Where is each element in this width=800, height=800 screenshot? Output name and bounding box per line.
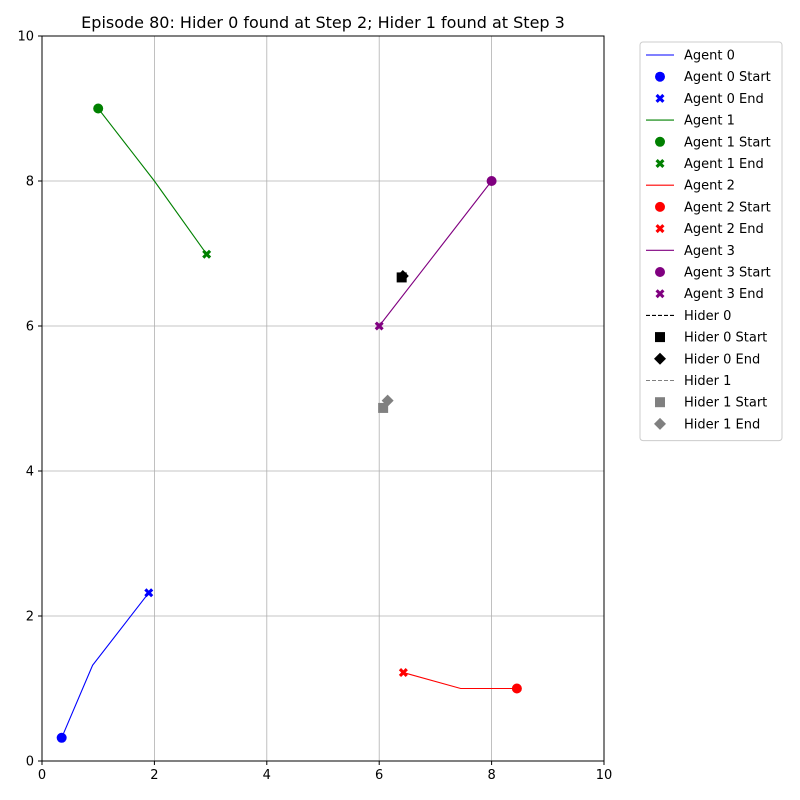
- y-tick-label: 0: [26, 755, 34, 770]
- legend-marker-handle: [655, 289, 665, 299]
- legend-marker-handle: [655, 332, 665, 343]
- legend-label: Agent 0: [684, 49, 735, 64]
- end-marker: [398, 668, 408, 678]
- legend-label: Hider 1: [684, 374, 731, 389]
- legend-label: Agent 1: [684, 114, 735, 129]
- y-tick-label: 10: [17, 30, 34, 45]
- legend-label: Agent 2 Start: [684, 200, 771, 215]
- x-tick-label: 4: [263, 768, 271, 783]
- legend-label: Hider 1 Start: [684, 396, 767, 411]
- series-line: [403, 672, 517, 690]
- end-marker: [396, 269, 409, 282]
- x-tick-label: 2: [150, 768, 158, 783]
- y-tick-label: 2: [26, 610, 34, 625]
- x-tick-label: 6: [375, 768, 383, 783]
- legend-label: Agent 1 Start: [684, 135, 771, 150]
- x-tick-label: 8: [487, 768, 495, 783]
- legend-label: Agent 1 End: [684, 157, 764, 172]
- y-tick-label: 8: [26, 175, 34, 190]
- series-line: [378, 180, 493, 327]
- end-marker: [374, 321, 384, 331]
- start-marker: [378, 402, 389, 413]
- start-marker: [56, 732, 67, 743]
- legend-marker-handle: [655, 224, 665, 234]
- legend-marker-handle: [655, 201, 665, 212]
- legend-label: Hider 0 End: [684, 352, 760, 367]
- x-tick-label: 0: [38, 768, 46, 783]
- series-line: [61, 592, 150, 739]
- legend-marker-handle: [655, 136, 665, 147]
- legend-label: Hider 1 End: [684, 417, 760, 432]
- legend-marker-handle: [655, 267, 665, 277]
- y-tick-label: 4: [26, 465, 34, 480]
- legend-label: Agent 0 Start: [684, 70, 771, 85]
- axis-ticks: 0 2 4 6 8 10 0 2 4 6 8 10: [17, 30, 612, 784]
- legend-marker-handle: [655, 159, 665, 168]
- legend-marker-handle: [655, 71, 665, 82]
- start-marker: [486, 176, 497, 186]
- legend-label: Agent 2 End: [684, 222, 764, 237]
- chart-title: Episode 80: Hider 0 found at Step 2; Hid…: [81, 13, 565, 32]
- y-tick-label: 6: [26, 320, 34, 335]
- x-tick-label: 10: [596, 768, 613, 783]
- legend-label: Agent 2: [684, 179, 735, 194]
- series-line: [97, 108, 208, 255]
- end-marker: [144, 588, 154, 598]
- legend-marker-handle: [655, 397, 665, 408]
- legend-label: Agent 0 End: [684, 92, 764, 107]
- end-marker: [202, 249, 212, 259]
- series-layer: [56, 103, 522, 743]
- start-marker: [93, 103, 104, 114]
- legend-label: Agent 3: [684, 244, 735, 259]
- legend: Agent 0 Agent 0 Start Agent 0 End Agent 1 Ag…: [639, 41, 783, 442]
- plot-frame: [41, 35, 605, 762]
- legend-label: Hider 0: [684, 309, 731, 324]
- legend-marker-handle: [655, 93, 665, 103]
- legend-label: Agent 3 Start: [684, 266, 771, 281]
- legend-label: Hider 0 Start: [684, 331, 767, 346]
- legend-frame: [639, 41, 783, 442]
- legend-marker-handle: [654, 417, 666, 430]
- end-marker: [381, 394, 394, 407]
- legend-label: Agent 3 End: [684, 287, 764, 302]
- legend-marker-handle: [654, 352, 666, 365]
- start-marker: [511, 683, 522, 694]
